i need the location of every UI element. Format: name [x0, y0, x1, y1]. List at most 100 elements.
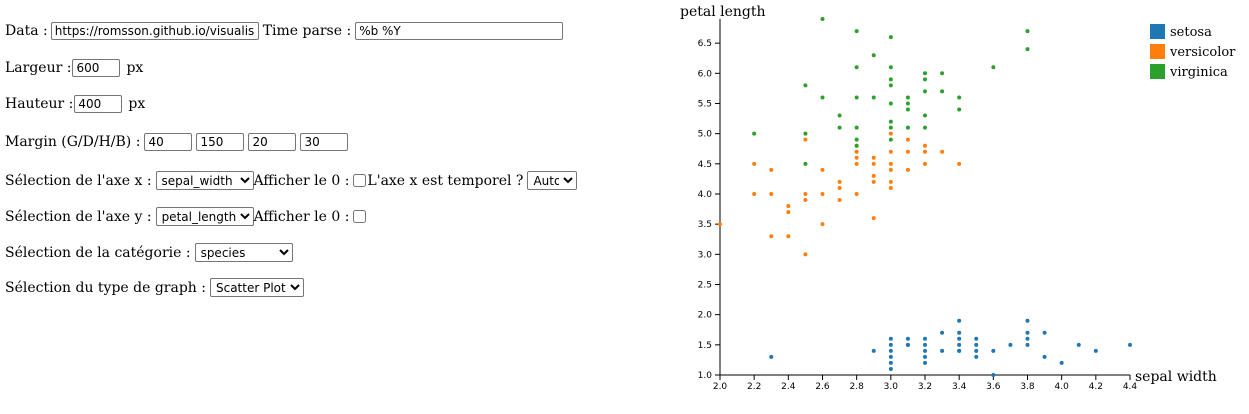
point-versicolor	[888, 131, 893, 136]
point-setosa	[974, 342, 979, 347]
point-setosa	[888, 348, 893, 353]
point-setosa	[769, 354, 774, 359]
point-virginica	[803, 83, 808, 88]
point-versicolor	[871, 155, 876, 160]
point-virginica	[888, 101, 893, 106]
margin-right-input[interactable]	[196, 133, 245, 151]
y-tick-label: 6.5	[698, 39, 712, 49]
y-tick: 4.5	[698, 160, 720, 170]
point-setosa	[1025, 318, 1030, 323]
point-setosa	[957, 348, 962, 353]
x-tick-label: 4.4	[1123, 382, 1138, 392]
point-versicolor	[803, 252, 808, 257]
x-tick: 3.2	[918, 375, 932, 392]
x-tick-label: 3.4	[952, 382, 967, 392]
margin-label: Margin (G/D/H/B) :	[5, 134, 141, 150]
x-tick-label: 3.6	[986, 382, 1001, 392]
legend-label: versicolor	[1169, 45, 1236, 60]
point-virginica	[923, 77, 927, 82]
hauteur-input[interactable]	[74, 95, 123, 113]
point-setosa	[940, 348, 945, 353]
x-tick: 2.0	[713, 375, 727, 392]
point-versicolor	[923, 143, 927, 148]
y-tick: 2.5	[698, 280, 720, 290]
afficher-zero-x-checkbox[interactable]	[353, 174, 367, 187]
point-setosa	[957, 336, 962, 341]
legend-label: virginica	[1169, 65, 1228, 80]
hauteur-row: Hauteur : px	[5, 95, 145, 113]
point-versicolor	[888, 161, 893, 166]
y-tick: 3.5	[698, 220, 720, 230]
data-url-input[interactable]	[50, 22, 259, 40]
y-tick-label: 5.0	[698, 130, 713, 140]
point-versicolor	[888, 167, 893, 172]
point-versicolor	[854, 191, 859, 196]
x-tick-label: 3.0	[884, 382, 899, 392]
point-versicolor	[769, 167, 774, 172]
point-setosa	[905, 336, 910, 341]
y-tick: 4.0	[698, 190, 720, 200]
largeur-input[interactable]	[72, 59, 121, 77]
point-versicolor	[957, 161, 962, 166]
x-axis: 2.0 2.2 2.4 2.6 2.8 3.0 3.2 3.4 3.6 3.8 4.0 4.2 4.4	[713, 374, 1138, 392]
point-virginica	[923, 89, 927, 94]
temporel-select[interactable]: Auto	[527, 171, 578, 190]
y-axis-label: petal length	[680, 4, 766, 20]
point-setosa	[991, 348, 996, 353]
y-tick-label: 3.5	[698, 220, 712, 230]
point-virginica	[957, 107, 962, 112]
point-versicolor	[905, 137, 910, 142]
y-tick-label: 3.0	[698, 250, 713, 260]
x-tick-label: 3.8	[1020, 382, 1035, 392]
point-virginica	[854, 65, 859, 70]
point-setosa	[957, 342, 962, 347]
margin-row: Margin (G/D/H/B) :	[5, 133, 349, 151]
x-tick: 3.4	[952, 375, 967, 392]
type-row: Sélection du type de graph : Scatter Plo…	[5, 278, 304, 297]
scatter-chart: 2.0 2.2 2.4 2.6 2.8 3.0 3.2 3.4 3.6 3.8 4.0 4.2 4.4 …	[680, 4, 1236, 392]
y-tick-label: 4.0	[698, 190, 713, 200]
axe-y-select[interactable]: petal_length	[155, 207, 254, 226]
point-versicolor	[905, 149, 910, 154]
point-versicolor	[837, 185, 842, 190]
point-versicolor	[940, 149, 945, 154]
type-select[interactable]: Scatter Plot	[209, 278, 304, 297]
point-setosa	[888, 366, 893, 371]
point-virginica	[888, 125, 893, 130]
x-tick-label: 2.4	[781, 382, 796, 392]
data-row: Data : Time parse :	[5, 22, 564, 40]
point-versicolor	[837, 179, 842, 184]
margin-bottom-input[interactable]	[300, 133, 349, 151]
point-setosa	[888, 336, 893, 341]
y-tick-label: 6.0	[698, 69, 713, 79]
categorie-select[interactable]: species	[194, 243, 293, 262]
legend-swatch	[1150, 44, 1165, 59]
point-virginica	[923, 113, 927, 118]
point-setosa	[923, 348, 927, 353]
point-versicolor	[888, 149, 893, 154]
categorie-label: Sélection de la catégorie :	[5, 244, 191, 261]
legend: setosa versicolor virginica	[1150, 24, 1236, 80]
x-tick: 2.4	[781, 375, 796, 392]
time-parse-input[interactable]	[355, 22, 564, 40]
margin-top-input[interactable]	[248, 133, 297, 151]
point-setosa	[888, 354, 893, 359]
point-setosa	[957, 330, 962, 335]
point-setosa	[1042, 330, 1047, 335]
point-setosa	[974, 348, 979, 353]
afficher-zero-y-label: Afficher le 0 :	[253, 208, 350, 225]
afficher-zero-y-checkbox[interactable]	[353, 210, 367, 223]
point-setosa	[1025, 330, 1030, 335]
margin-left-input[interactable]	[144, 133, 193, 151]
data-label: Data :	[5, 23, 48, 39]
point-versicolor	[871, 216, 876, 221]
point-virginica	[1025, 29, 1030, 34]
point-virginica	[1025, 47, 1030, 52]
axe-x-select[interactable]: sepal_width	[155, 171, 254, 190]
point-versicolor	[854, 155, 859, 160]
point-virginica	[854, 137, 859, 142]
point-setosa	[888, 342, 893, 347]
legend-item-virginica: virginica	[1150, 64, 1228, 80]
x-tick: 3.6	[986, 375, 1001, 392]
point-virginica	[888, 83, 893, 88]
